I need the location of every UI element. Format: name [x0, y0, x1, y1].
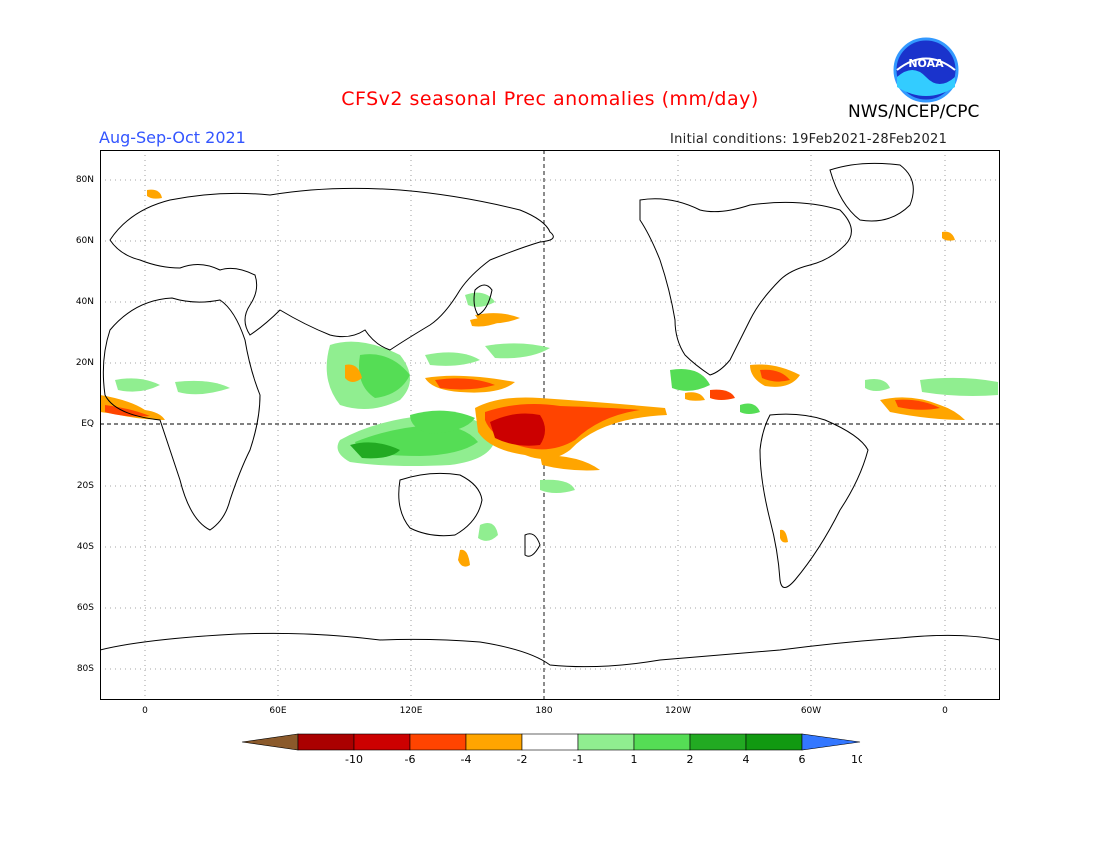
legend-swatch	[521, 733, 579, 751]
logo-text: NOAA	[908, 57, 944, 70]
legend-label: 2	[687, 753, 694, 766]
legend-swatch	[465, 733, 523, 751]
coastline-south-america	[759, 413, 869, 588]
dry-anomaly	[435, 378, 495, 390]
lon-label-60w: 60W	[800, 706, 822, 716]
coastline-australia	[398, 472, 483, 537]
map-title: CFSv2 seasonal Prec anomalies (mm/day)	[341, 88, 759, 110]
coastline-new-zealand	[524, 533, 541, 557]
coastline-eurasia	[109, 187, 554, 351]
wet-anomalies	[115, 292, 998, 541]
legend-label: -1	[573, 753, 584, 766]
lat-label-eq: EQ	[81, 419, 94, 429]
lat-label-60n: 60N	[75, 236, 94, 246]
lon-label-120e: 120E	[399, 706, 423, 716]
dry-anomaly	[475, 313, 520, 324]
dry-anomalies	[100, 189, 965, 567]
wet-anomaly	[425, 352, 480, 366]
legend-label: -6	[405, 753, 416, 766]
precip-anomaly-map	[100, 150, 1000, 700]
wet-anomaly	[540, 479, 575, 493]
coastline-north-america	[639, 198, 852, 376]
wet-anomaly	[175, 380, 230, 395]
dry-anomaly	[147, 189, 162, 199]
legend-label: -10	[345, 753, 363, 766]
wet-anomaly	[485, 343, 550, 359]
wet-anomaly	[740, 403, 760, 414]
dry-anomaly	[895, 399, 940, 410]
lon-label-120w: 120W	[664, 706, 692, 716]
coastline-japan	[473, 284, 493, 316]
lat-label-20s: 20S	[76, 481, 94, 491]
dry-anomaly	[942, 231, 955, 241]
lat-label-80n: 80N	[75, 175, 94, 185]
coastline-europe-africa	[102, 297, 261, 531]
legend-swatch	[297, 733, 355, 751]
legend-swatch	[409, 733, 467, 751]
lat-label-80s: 80S	[76, 664, 94, 674]
legend-swatch	[745, 733, 803, 751]
lat-label-20n: 20N	[75, 358, 94, 368]
legend-label: -4	[461, 753, 472, 766]
lat-label-60s: 60S	[76, 603, 94, 613]
dry-anomaly	[540, 455, 600, 471]
legend-label: 4	[743, 753, 750, 766]
wet-anomaly	[670, 369, 710, 391]
lon-label-0-east: 0	[942, 706, 948, 716]
wet-anomaly	[115, 378, 160, 392]
coastlines	[100, 162, 1000, 668]
lat-label-40n: 40N	[75, 297, 94, 307]
dry-anomaly	[780, 529, 788, 543]
dry-anomaly	[490, 413, 545, 446]
noaa-logo: NOAA	[893, 37, 959, 103]
wet-anomaly	[359, 354, 410, 398]
dry-anomaly	[760, 369, 790, 382]
initial-conditions: Initial conditions: 19Feb2021-28Feb2021	[670, 132, 948, 147]
color-legend: -10 -6 -4 -2 -1 1 2 4 6 10	[241, 733, 862, 766]
agency-label: NWS/NCEP/CPC	[848, 102, 980, 122]
dry-anomaly	[105, 405, 150, 417]
wet-anomaly	[410, 410, 475, 434]
forecast-period: Aug-Sep-Oct 2021	[99, 128, 246, 147]
legend-label: 1	[631, 753, 638, 766]
wet-anomaly	[920, 377, 998, 396]
lon-label-60e: 60E	[269, 706, 287, 716]
legend-swatch	[353, 733, 411, 751]
legend-label: -2	[517, 753, 528, 766]
wet-anomaly	[478, 522, 498, 541]
legend-label: 10	[851, 753, 862, 766]
dry-anomaly	[710, 389, 735, 400]
coastline-greenland	[829, 162, 914, 222]
legend-swatch	[633, 733, 691, 751]
legend-swatch	[577, 733, 635, 751]
legend-swatch-low	[241, 733, 299, 751]
dry-anomaly	[685, 392, 705, 401]
wet-anomaly	[350, 442, 400, 459]
lon-label-180: 180	[535, 706, 553, 716]
lat-label-40s: 40S	[76, 542, 94, 552]
dry-anomaly	[345, 364, 362, 382]
legend-label: 6	[799, 753, 806, 766]
coastline-antarctica	[100, 632, 1000, 668]
legend-swatch	[689, 733, 747, 751]
legend-swatch-high	[801, 733, 861, 751]
wet-anomaly	[865, 379, 890, 391]
dry-anomaly	[458, 549, 470, 567]
lon-label-0: 0	[142, 706, 148, 716]
